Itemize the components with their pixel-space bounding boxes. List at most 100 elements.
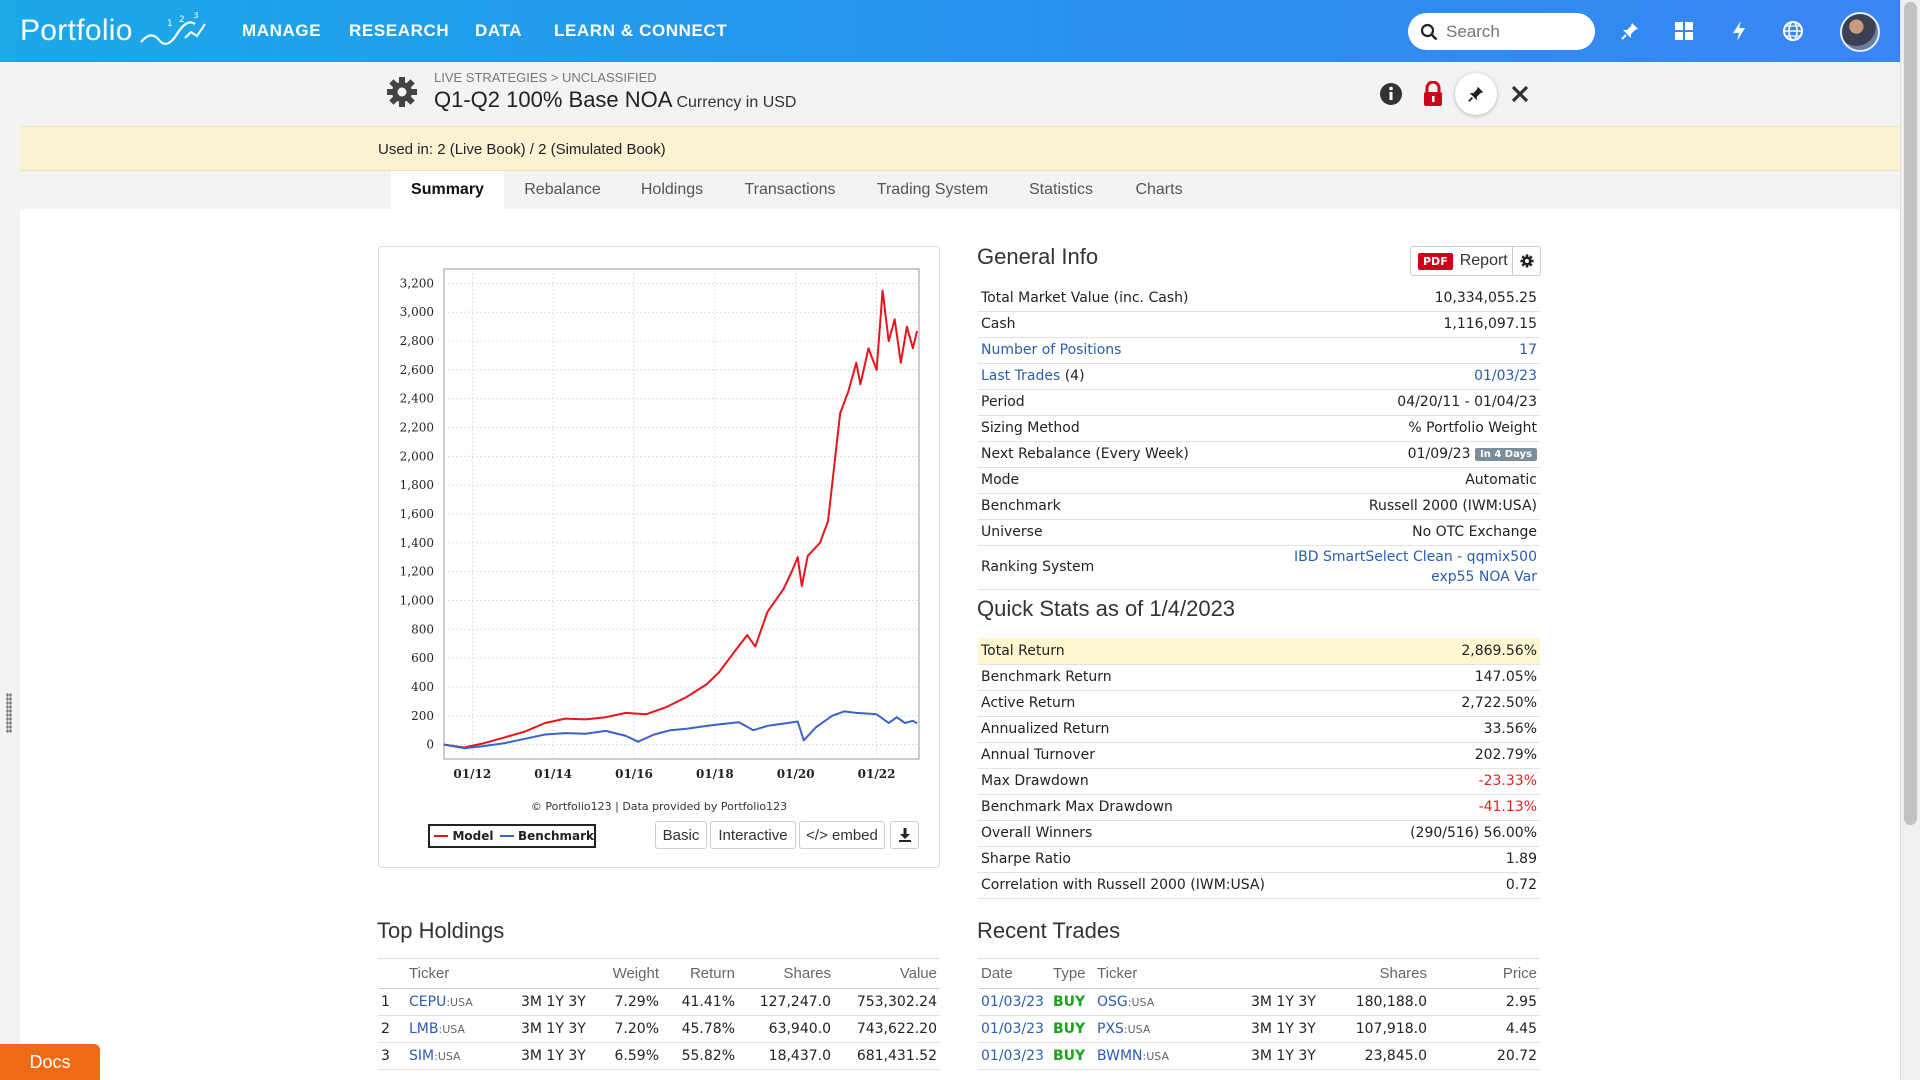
info-label: Total Market Value (inc. Cash) (978, 285, 1238, 312)
interactive-chart-button[interactable]: Interactive (710, 821, 796, 849)
tab-charts[interactable]: Charts (1135, 181, 1183, 198)
info-label: Mode (978, 467, 1238, 494)
ranking-system-link[interactable]: IBD SmartSelect Clean - qqmix500 (1294, 549, 1537, 565)
stat-value: 1.89 (1363, 846, 1540, 873)
last-trades-date-link[interactable]: 01/03/23 (1474, 368, 1537, 384)
y-tick-label: 600 (411, 651, 434, 665)
trade-date-link[interactable]: 01/03/23 (981, 1048, 1044, 1064)
trades-header-type[interactable]: Type (1050, 958, 1094, 989)
chart-legend: Model Benchmark (428, 824, 596, 848)
period-links[interactable]: 3M 1Y 3Y (518, 1015, 596, 1043)
holdings-header-return[interactable]: Return (662, 958, 738, 989)
holdings-header-ticker[interactable]: Ticker (406, 958, 518, 989)
trade-ticker-link[interactable]: BWMN (1097, 1048, 1143, 1064)
general-info-table: Total Market Value (inc. Cash) 10,334,055… (978, 285, 1540, 590)
lock-icon[interactable] (1417, 78, 1449, 110)
stat-label: Benchmark Max Drawdown (978, 794, 1364, 821)
pin-strategy-button[interactable] (1455, 73, 1497, 115)
info-value: Russell 2000 (IWM:USA) (1237, 493, 1540, 520)
holding-ticker-link[interactable]: SIM (409, 1048, 435, 1064)
info-label: Sizing Method (978, 415, 1238, 442)
chart-copyright: © Portfolio123 | Data provided by Portfo… (530, 800, 788, 813)
info-label: Cash (978, 311, 1238, 338)
trade-date-link[interactable]: 01/03/23 (981, 994, 1044, 1010)
report-settings-gear-icon[interactable] (1512, 247, 1540, 275)
ranking-system-link-line2[interactable]: exp55 NOA Var (1431, 569, 1537, 585)
top-holdings-title: Top Holdings (377, 918, 505, 943)
stat-label: Correlation with Russell 2000 (IWM:USA) (978, 872, 1364, 899)
holdings-header-value[interactable]: Value (834, 958, 940, 989)
period-links[interactable]: 3M 1Y 3Y (1248, 1015, 1326, 1043)
search-box[interactable] (1408, 13, 1595, 50)
breadcrumb[interactable]: LIVE STRATEGIES > UNCLASSIFIED (434, 70, 657, 85)
trade-type: BUY (1050, 988, 1094, 1016)
user-avatar[interactable] (1840, 12, 1880, 52)
trades-header-shares[interactable]: Shares (1326, 958, 1430, 989)
tab-rebalance[interactable]: Rebalance (524, 181, 601, 198)
period-links[interactable]: 3M 1Y 3Y (518, 988, 596, 1016)
positions-count-link[interactable]: 17 (1519, 342, 1537, 358)
settings-gear-icon[interactable] (386, 76, 418, 112)
trade-ticker-link[interactable]: PXS (1097, 1021, 1124, 1037)
lightning-icon[interactable] (1726, 18, 1752, 44)
stat-label: Sharpe Ratio (978, 846, 1364, 873)
y-tick-label: 800 (411, 622, 434, 636)
docs-button[interactable]: Docs (0, 1044, 100, 1080)
last-trades-link[interactable]: Last Trades (981, 368, 1061, 384)
tab-trading-system[interactable]: Trading System (876, 181, 989, 198)
holding-shares: 63,940.0 (738, 1015, 834, 1043)
nav-research[interactable]: RESEARCH (349, 21, 450, 40)
portfolio123-logo[interactable]: Portfolio 1 2 3 (20, 12, 219, 48)
search-input[interactable] (1446, 21, 1576, 42)
holding-rank: 2 (378, 1015, 406, 1043)
close-icon[interactable] (1504, 78, 1536, 110)
number-of-positions-link[interactable]: Number of Positions (981, 342, 1122, 358)
basic-chart-button[interactable]: Basic (655, 821, 707, 849)
trades-header-price[interactable]: Price (1430, 958, 1540, 989)
side-panel-resize-handle[interactable] (6, 693, 12, 733)
trade-date-link[interactable]: 01/03/23 (981, 1021, 1044, 1037)
currency-label: Currency in USD (676, 94, 797, 111)
y-tick-label: 1,200 (400, 565, 434, 579)
info-row-last-trades: Last Trades (4) 01/03/23 (978, 363, 1540, 390)
period-links[interactable]: 3M 1Y 3Y (1248, 988, 1326, 1016)
holding-ticker-link[interactable]: LMB (409, 1021, 439, 1037)
tab-transactions[interactable]: Transactions (744, 181, 836, 198)
pin-icon[interactable] (1617, 18, 1643, 44)
globe-icon[interactable] (1780, 18, 1806, 44)
logo-mark-icon: 1 2 3 (139, 12, 206, 45)
holdings-header-shares[interactable]: Shares (738, 958, 834, 989)
holding-row: 1 CEPU:USA 3M 1Y 3Y 7.29% 41.41% 127,247… (378, 988, 940, 1016)
y-tick-label: 2,200 (400, 421, 434, 435)
quick-stats-table: Total Return 2,869.56% Benchmark Return 14… (978, 638, 1540, 899)
grid-icon[interactable] (1671, 18, 1697, 44)
info-icon[interactable] (1375, 78, 1407, 110)
embed-button[interactable]: </> embed (799, 821, 885, 849)
download-button[interactable] (890, 821, 919, 849)
page-scrollbar[interactable] (1900, 0, 1920, 1080)
nav-data[interactable]: DATA (475, 21, 523, 40)
scrollbar-thumb[interactable] (1904, 2, 1917, 825)
ticker-exchange: :USA (1142, 1050, 1169, 1063)
period-links[interactable]: 3M 1Y 3Y (518, 1042, 596, 1070)
trade-ticker-link[interactable]: OSG (1097, 994, 1128, 1010)
holdings-header-weight[interactable]: Weight (596, 958, 662, 989)
ticker-exchange: :USA (1127, 996, 1155, 1009)
trades-header-date[interactable]: Date (978, 958, 1050, 989)
period-links[interactable]: 3M 1Y 3Y (1248, 1042, 1326, 1070)
general-info-title: General Info (977, 244, 1099, 269)
info-value: 10,334,055.25 (1237, 285, 1540, 312)
trades-header-ticker[interactable]: Ticker (1094, 958, 1248, 989)
tab-summary[interactable]: Summary (391, 171, 504, 209)
report-button[interactable]: PDF Report (1410, 246, 1541, 276)
x-tick-label: 01/16 (615, 767, 653, 781)
tab-statistics[interactable]: Statistics (1028, 181, 1093, 198)
y-tick-label: 400 (411, 680, 434, 694)
tab-holdings[interactable]: Holdings (640, 181, 704, 198)
nav-learn-connect[interactable]: LEARN & CONNECT (554, 21, 728, 40)
holding-shares: 127,247.0 (738, 988, 834, 1016)
holding-ticker-link[interactable]: CEPU (409, 994, 447, 1010)
performance-chart[interactable]: 0 200 400 600 800 1,000 1,200 1,400 1,600 1,800 2,… (379, 247, 939, 807)
next-rebalance-date: 01/09/23 (1407, 446, 1471, 462)
nav-manage[interactable]: MANAGE (242, 21, 322, 40)
